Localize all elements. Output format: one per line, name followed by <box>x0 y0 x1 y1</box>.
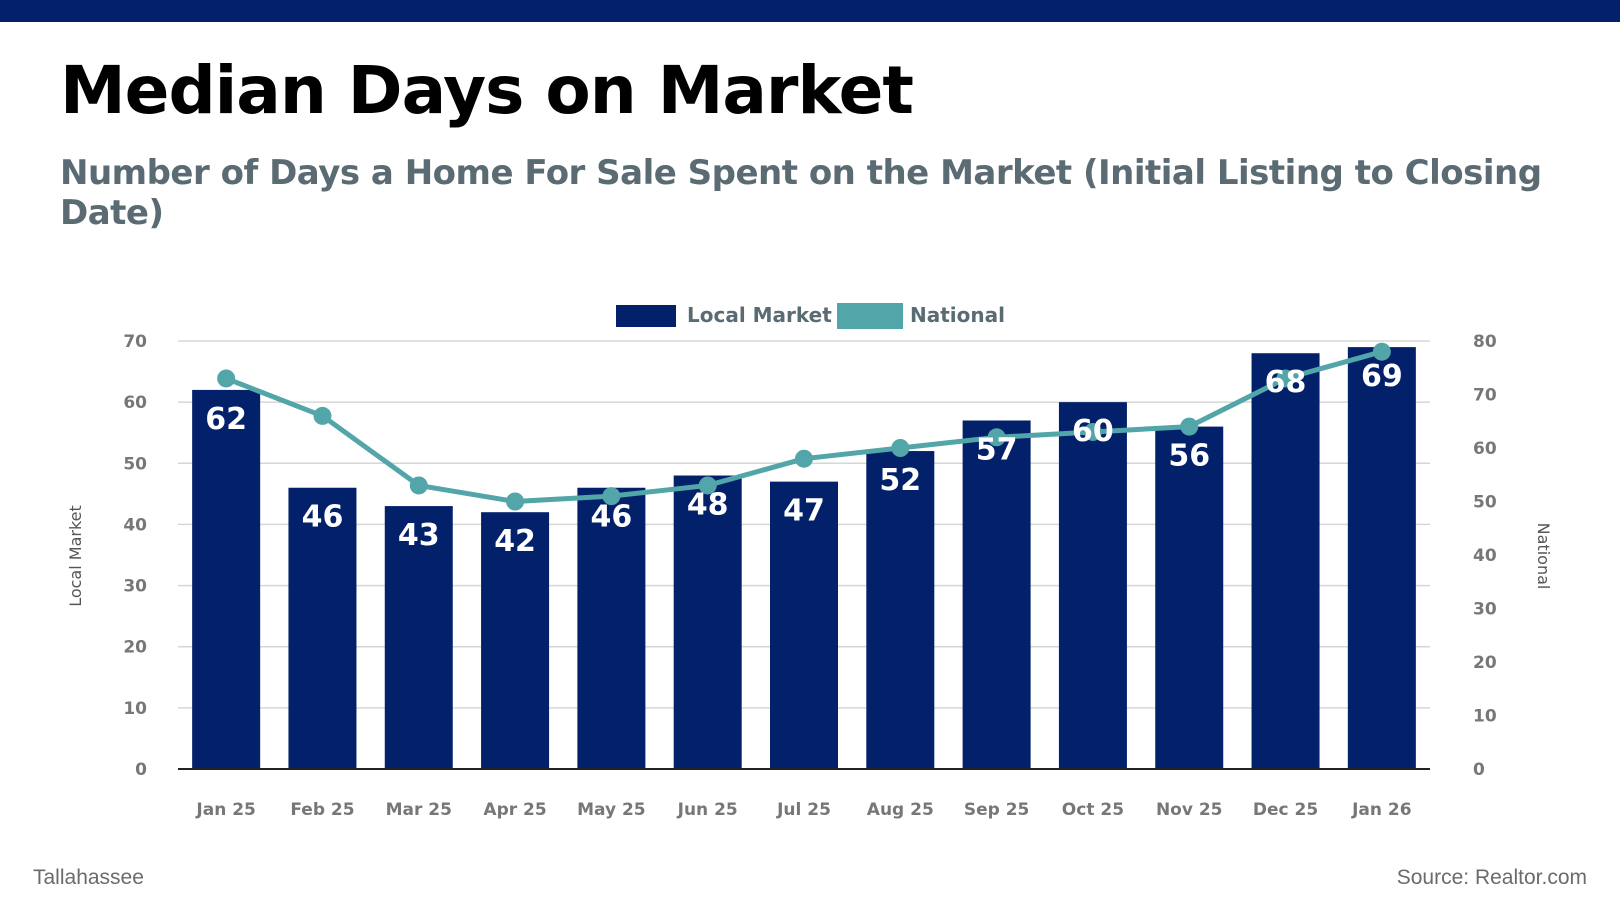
bar-local-market <box>1347 347 1416 769</box>
bar-local-market <box>384 506 453 769</box>
bar-local-market <box>288 487 357 769</box>
y2-tick-label: 0 <box>1473 760 1485 780</box>
bar-data-label: 43 <box>398 518 440 553</box>
bar-data-label: 69 <box>1361 359 1403 394</box>
national-point <box>1276 369 1295 388</box>
national-point <box>795 449 813 468</box>
national-point <box>602 487 621 506</box>
bar-data-label: 47 <box>783 494 825 529</box>
bar-data-label: 48 <box>687 488 729 523</box>
bar-data-label: 68 <box>1265 365 1307 400</box>
national-point <box>987 428 1006 447</box>
bar-data-label: 56 <box>1168 439 1210 474</box>
bar-local-market <box>577 487 646 769</box>
legend: Local Market National <box>616 303 1005 329</box>
bar-data-label: 46 <box>302 500 344 535</box>
bar-data-label: 42 <box>494 524 536 559</box>
bar-local-market <box>1155 426 1224 769</box>
page-title: Median Days on Market <box>60 52 914 129</box>
bar-local-market <box>866 451 935 769</box>
national-point <box>217 369 236 388</box>
bar-local-market <box>481 512 550 769</box>
bar-data-label: 57 <box>976 432 1018 467</box>
bar-data-label: 46 <box>591 500 633 535</box>
y2-tick-label: 20 <box>1473 653 1497 673</box>
x-tick-label: Aug 25 <box>867 800 934 820</box>
y2-tick-label: 70 <box>1473 386 1497 406</box>
national-point <box>506 492 525 511</box>
y2-tick-label: 80 <box>1473 332 1497 352</box>
x-tick-label: Jun 25 <box>677 800 738 820</box>
x-tick-label: Jul 25 <box>776 800 831 820</box>
x-tick-label: Nov 25 <box>1156 800 1223 820</box>
y-tick-label: 0 <box>135 760 147 780</box>
national-point <box>1083 422 1102 441</box>
y-tick-label: 30 <box>123 577 147 597</box>
y-tick-label: 70 <box>123 332 147 352</box>
bar-local-market <box>770 481 838 769</box>
legend-swatch-national <box>837 303 903 329</box>
bar-data-label: 52 <box>879 463 921 498</box>
y-tick-label: 10 <box>123 699 147 719</box>
national-point <box>1180 417 1199 436</box>
bar-local-market <box>1058 402 1127 769</box>
page-subtitle: Number of Days a Home For Sale Spent on … <box>60 153 1542 233</box>
bar-data-label: 60 <box>1072 414 1114 449</box>
bar-local-market <box>962 420 1031 769</box>
legend-label-national: National <box>910 303 1005 327</box>
national-point <box>698 476 717 495</box>
y2-tick-label: 30 <box>1473 600 1497 620</box>
x-tick-label: Mar 25 <box>386 800 452 820</box>
bar-local-market <box>673 475 742 769</box>
bar-local-market <box>192 389 261 769</box>
national-point <box>409 476 428 495</box>
y-tick-label: 50 <box>123 454 147 474</box>
y2-tick-label: 10 <box>1473 707 1497 727</box>
national-point <box>1372 342 1391 361</box>
x-tick-label: May 25 <box>577 800 646 820</box>
y2-tick-label: 50 <box>1473 493 1497 513</box>
y-tick-label: 60 <box>123 393 147 413</box>
bar-local-market <box>1251 353 1320 769</box>
y-tick-label: 40 <box>123 515 147 535</box>
x-tick-label: Apr 25 <box>483 800 546 820</box>
y2-tick-label: 60 <box>1473 439 1497 459</box>
x-tick-label: Sep 25 <box>964 800 1030 820</box>
national-point <box>891 439 910 457</box>
y2-tick-label: 40 <box>1473 546 1497 566</box>
y-axis-title: Local Market <box>66 505 85 607</box>
x-tick-label: Oct 25 <box>1062 800 1124 820</box>
legend-label-local: Local Market <box>687 303 832 327</box>
y2-axis-title: National <box>1534 523 1553 590</box>
source-label: Source: Realtor.com <box>1396 866 1587 889</box>
location-label: Tallahassee <box>33 866 144 889</box>
top-accent-bar <box>0 0 1620 22</box>
x-tick-label: Jan 25 <box>195 800 255 820</box>
national-point <box>313 406 332 425</box>
bar-data-label: 62 <box>205 402 247 437</box>
x-tick-label: Feb 25 <box>290 800 354 820</box>
x-tick-label: Dec 25 <box>1253 800 1318 820</box>
x-tick-label: Jan 26 <box>1351 800 1411 820</box>
y-tick-label: 20 <box>123 638 147 658</box>
legend-swatch-local <box>616 305 676 327</box>
